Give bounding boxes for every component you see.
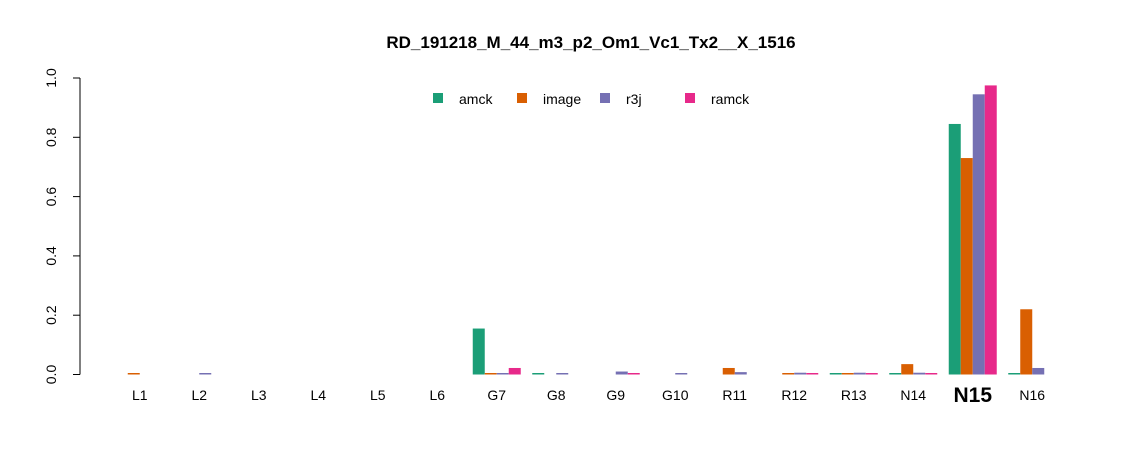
x-tick-label-G7: G7 bbox=[487, 387, 506, 403]
x-tick-label-L1: L1 bbox=[132, 387, 148, 403]
bar-amck-N15 bbox=[948, 123, 961, 375]
bar-image-R11 bbox=[722, 367, 735, 375]
y-tick-label: 0.6 bbox=[43, 187, 59, 207]
x-axis-labels: L1 L2 L3 L4 L5 L6 G7 G8 G9 G10 R11 R12 R13 N14 N15 N16 bbox=[132, 384, 1045, 407]
bar-r3j-G8 bbox=[556, 373, 569, 375]
x-tick-label-L2: L2 bbox=[191, 387, 207, 403]
bar-ramck-G7 bbox=[508, 367, 521, 375]
x-tick-label-N16: N16 bbox=[1019, 387, 1045, 403]
y-tick-label: 0.2 bbox=[43, 305, 59, 325]
bar-ramck-G9 bbox=[627, 373, 640, 375]
y-tick-label: 0.4 bbox=[43, 246, 59, 266]
x-tick-label-G10: G10 bbox=[662, 387, 689, 403]
bar-amck-G7 bbox=[472, 328, 485, 375]
legend-swatch-image bbox=[517, 93, 527, 103]
legend-label-amck: amck bbox=[459, 91, 493, 107]
bar-r3j-G10 bbox=[675, 373, 688, 375]
bar-r3j-R12 bbox=[794, 372, 807, 375]
y-tick-label: 1.0 bbox=[43, 68, 59, 88]
bar-r3j-R13 bbox=[853, 372, 866, 375]
bar-r3j-L2 bbox=[199, 373, 212, 375]
legend-label-ramck: ramck bbox=[711, 91, 750, 107]
bar-amck-G8 bbox=[532, 373, 545, 375]
x-tick-label-G9: G9 bbox=[606, 387, 625, 403]
chart-title: RD_191218_M_44_m3_p2_Om1_Vc1_Tx2__X_1516 bbox=[386, 33, 795, 52]
x-tick-label-L3: L3 bbox=[251, 387, 267, 403]
x-tick-label-L5: L5 bbox=[370, 387, 386, 403]
bar-amck-N14 bbox=[889, 373, 902, 375]
x-tick-label-R13: R13 bbox=[841, 387, 867, 403]
bar-r3j-N14 bbox=[913, 372, 926, 375]
x-tick-label-G8: G8 bbox=[547, 387, 566, 403]
x-tick-label-L4: L4 bbox=[310, 387, 326, 403]
x-tick-label-L6: L6 bbox=[429, 387, 445, 403]
legend-swatch-r3j bbox=[600, 93, 610, 103]
legend-label-image: image bbox=[543, 91, 581, 107]
legend-label-r3j: r3j bbox=[626, 91, 642, 107]
bar-image-N16 bbox=[1020, 309, 1033, 375]
bar-amck-R13 bbox=[829, 373, 842, 375]
bar-image-G7 bbox=[484, 373, 497, 375]
bar-ramck-R12 bbox=[806, 373, 819, 375]
legend: amck image r3j ramck bbox=[433, 91, 750, 107]
legend-swatch-ramck bbox=[685, 93, 695, 103]
bar-amck-N16 bbox=[1008, 373, 1021, 375]
y-tick-label: 0.8 bbox=[43, 127, 59, 147]
x-tick-label-N15: N15 bbox=[953, 384, 992, 407]
bar-r3j-G7 bbox=[496, 373, 509, 375]
y-axis-ticks: 0.0 0.2 0.4 0.6 0.8 1.0 bbox=[43, 68, 80, 384]
bar-r3j-N15 bbox=[972, 94, 985, 375]
bar-r3j-N16 bbox=[1032, 367, 1045, 375]
bar-ramck-N14 bbox=[925, 373, 938, 375]
bar-image-N15 bbox=[960, 158, 973, 375]
x-tick-label-R12: R12 bbox=[781, 387, 807, 403]
bar-r3j-G9 bbox=[615, 371, 628, 375]
bar-ramck-N15 bbox=[984, 85, 997, 375]
bar-r3j-R11 bbox=[734, 372, 747, 375]
bar-image-L1 bbox=[127, 373, 140, 375]
bar-image-N14 bbox=[901, 364, 914, 375]
bars-group bbox=[127, 85, 1045, 375]
legend-swatch-amck bbox=[433, 93, 443, 103]
x-tick-label-N14: N14 bbox=[900, 387, 926, 403]
bar-image-R12 bbox=[782, 373, 795, 375]
bar-image-R13 bbox=[841, 373, 854, 375]
x-tick-label-R11: R11 bbox=[722, 387, 747, 403]
bar-ramck-R13 bbox=[865, 373, 878, 375]
y-tick-label: 0.0 bbox=[43, 365, 59, 385]
